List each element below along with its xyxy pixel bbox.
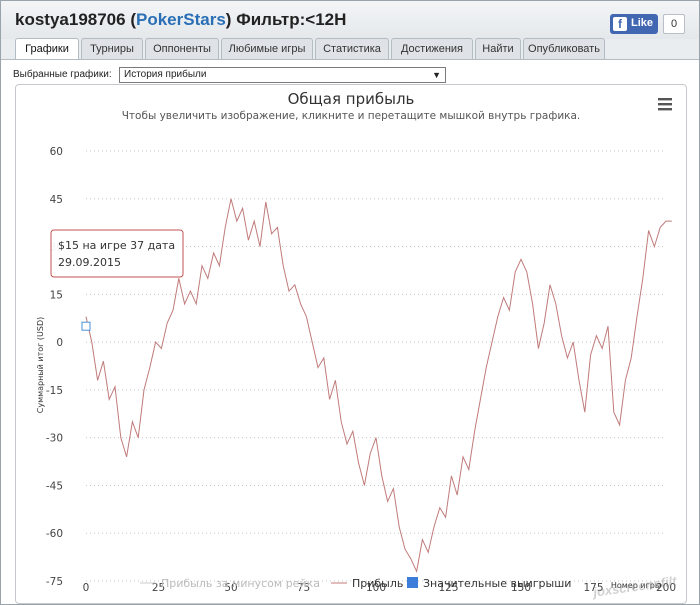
x-tick-label: 75 <box>297 582 310 594</box>
x-axis-title: Номер игры <box>611 581 661 590</box>
y-axis-title: Суммарный итог (USD) <box>36 317 45 414</box>
y-tick-label: 15 <box>50 289 63 301</box>
y-tick-label: 45 <box>50 194 63 206</box>
tooltip-line-1: $15 на игре 37 дата <box>58 239 175 252</box>
site-close-paren: ) <box>225 10 232 29</box>
legend-item-big-wins[interactable]: Значительные выигрыши <box>423 577 571 590</box>
x-tick-label: 125 <box>438 582 458 594</box>
site-open-paren: ( <box>130 10 136 29</box>
y-tick-label: -30 <box>46 433 63 445</box>
chart-select[interactable]: История прибыли ▼ <box>119 67 446 83</box>
x-tick-label: 175 <box>583 582 603 594</box>
legend-item-net-profit[interactable]: Прибыль за минусом рейка <box>161 577 320 590</box>
page-title: kostya198706 (PokerStars) Фильтр:<12H <box>15 10 346 30</box>
like-count: 0 <box>663 14 685 34</box>
tab-tournaments[interactable]: Турниры <box>81 38 143 59</box>
chart-title: Общая прибыль <box>288 90 415 108</box>
x-tick-label: 25 <box>152 582 165 594</box>
tooltip-box <box>50 229 184 278</box>
tab-find[interactable]: Найти <box>475 38 521 59</box>
tab-favorite-games[interactable]: Любимые игры <box>221 38 313 59</box>
y-tick-label: -75 <box>46 576 63 588</box>
chart-container[interactable]: Общая прибыль Чтобы увеличить изображени… <box>15 84 687 604</box>
like-label: Like <box>631 17 654 29</box>
tab-opponents[interactable]: Оппоненты <box>145 38 219 59</box>
tooltip-line-2: 29.09.2015 <box>58 256 121 269</box>
y-tick-label: -60 <box>46 528 63 540</box>
legend-item-profit[interactable]: Прибыль <box>352 577 403 590</box>
x-tick-label: 0 <box>83 582 90 594</box>
tab-graphs[interactable]: Графики <box>15 38 79 61</box>
facebook-like-button[interactable]: f Like <box>610 14 658 34</box>
chart-select-label: Выбранные графики: <box>13 69 112 80</box>
x-tick-label: 100 <box>366 582 386 594</box>
y-tick-label: 60 <box>50 146 63 158</box>
y-tick-label: -15 <box>46 385 63 397</box>
menu-icon[interactable] <box>658 98 672 111</box>
x-tick-label: 50 <box>224 582 237 594</box>
tab-statistics[interactable]: Статистика <box>315 38 389 59</box>
legend-symbol-big-wins <box>407 577 418 588</box>
profit-series-line[interactable] <box>85 198 672 574</box>
x-tick-label: 150 <box>511 582 531 594</box>
tab-content: Выбранные графики: История прибыли ▼ Общ… <box>1 60 699 604</box>
tab-publish[interactable]: Опубликовать <box>523 38 605 59</box>
profit-chart[interactable]: Общая прибыль Чтобы увеличить изображени… <box>16 85 686 603</box>
filter-label: Фильтр:<12H <box>236 10 347 29</box>
y-tick-label: -45 <box>46 480 63 492</box>
y-tick-label: 0 <box>56 337 63 349</box>
chart-subtitle: Чтобы увеличить изображение, кликните и … <box>122 110 581 122</box>
hovered-point-marker[interactable] <box>81 321 91 331</box>
tab-divider <box>1 59 699 60</box>
site-link[interactable]: PokerStars <box>136 10 226 29</box>
facebook-icon: f <box>613 17 627 31</box>
chevron-down-icon: ▼ <box>432 70 441 80</box>
chart-select-value: История прибыли <box>124 69 207 80</box>
header: kostya198706 (PokerStars) Фильтр:<12H f … <box>1 1 699 39</box>
username: kostya198706 <box>15 10 126 29</box>
tab-achievements[interactable]: Достижения <box>391 38 473 59</box>
x-tick-label: 200 <box>656 582 676 594</box>
